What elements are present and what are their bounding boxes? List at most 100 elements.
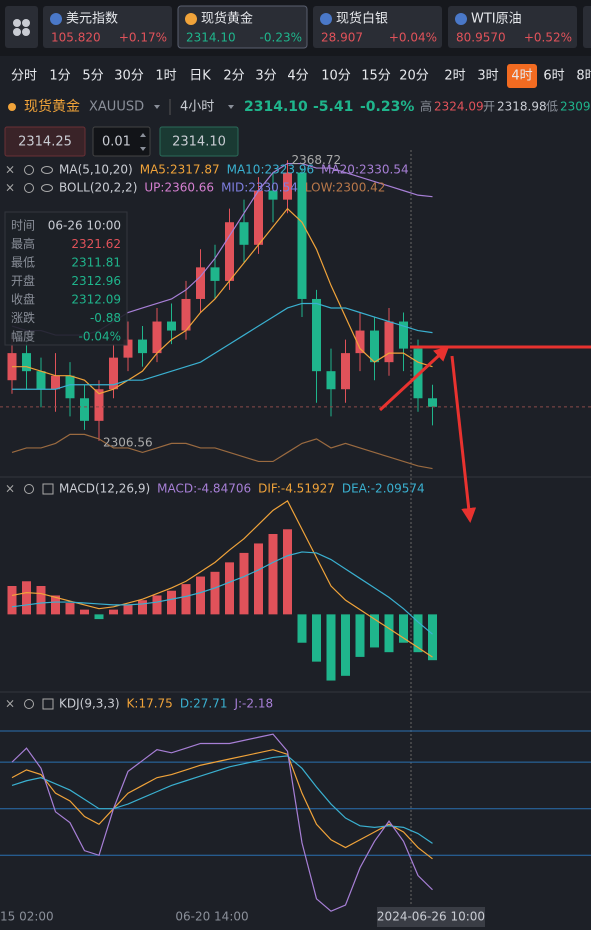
ticker-price: 105.820 (51, 31, 101, 45)
active-timeframe (507, 64, 537, 88)
indicator-line (11, 551, 433, 635)
ticker-name: 现货白银 (336, 11, 388, 27)
stepper[interactable] (140, 133, 146, 151)
dropdown-icon[interactable] (154, 105, 160, 109)
ticker-icon (50, 13, 62, 25)
macd-bar (297, 614, 307, 643)
expand-icon[interactable] (42, 483, 54, 495)
dropdown-icon[interactable] (228, 105, 234, 109)
candle-body (51, 375, 60, 390)
close-icon[interactable]: × (5, 697, 15, 711)
macd-bar (225, 562, 234, 615)
ticker-icon (455, 13, 467, 25)
settings-icon[interactable] (24, 484, 34, 494)
close-icon[interactable]: × (5, 482, 15, 496)
legend-item: D:27.71 (180, 697, 228, 711)
timeframe[interactable]: 日K (189, 69, 211, 84)
expand-icon[interactable] (42, 698, 54, 710)
candle-body (355, 330, 365, 354)
timeframe[interactable]: 2时 (444, 69, 465, 84)
legend-item: MA(5,10,20) (59, 163, 133, 177)
close-icon[interactable]: × (5, 163, 15, 177)
macd-bar (109, 609, 118, 615)
timeframe[interactable]: 6时 (543, 69, 564, 84)
candle-body (225, 222, 234, 281)
sell-button[interactable] (4, 126, 86, 157)
macd-bar (36, 586, 46, 615)
tooltip-label: 时间 (11, 219, 35, 233)
tooltip-label: 收盘 (11, 292, 35, 307)
timeframe[interactable]: 10分 (321, 69, 351, 84)
ticker-card[interactable] (448, 6, 577, 48)
candle-body (384, 321, 394, 363)
annotation-arrows (378, 345, 591, 523)
candle-body (283, 172, 292, 200)
candle-body (210, 267, 220, 281)
low-label: 低 (546, 100, 558, 114)
x-cursor-label-box (377, 907, 485, 927)
timeframe[interactable]: 2分 (223, 69, 244, 84)
ticker-card[interactable] (177, 5, 308, 49)
ticker-change: -0.23% (260, 31, 302, 45)
macd-bar (399, 614, 408, 643)
macd-bar (268, 534, 278, 615)
high-value: 2324.09 (434, 100, 484, 114)
visibility-icon[interactable] (41, 166, 53, 174)
timeframe[interactable]: 4时 (511, 69, 532, 84)
ticker-icon (185, 13, 197, 25)
low-value: 2309 (560, 100, 591, 114)
timeframe[interactable]: 5分 (82, 69, 103, 84)
candle-body (399, 321, 408, 349)
ticker-card[interactable] (313, 6, 442, 48)
quantity-input[interactable] (92, 126, 151, 157)
close-icon[interactable]: × (5, 181, 15, 195)
timeframe[interactable]: 30分 (114, 69, 144, 84)
timeframe[interactable]: 4分 (287, 69, 308, 84)
macd-bar (94, 614, 104, 620)
ticker-change: +0.52% (524, 31, 572, 45)
symbol[interactable]: 现货黄金 (24, 98, 80, 115)
timeframe[interactable]: 3时 (477, 69, 498, 84)
legend-item: BOLL(20,2,2) (59, 181, 137, 195)
macd-bar (123, 604, 133, 615)
settings-icon[interactable] (24, 165, 34, 175)
ticker-change: +0.17% (119, 31, 167, 45)
buy-button[interactable] (159, 126, 239, 157)
tooltip-label: 最低 (11, 256, 35, 270)
timeframe[interactable]: 20分 (399, 69, 429, 84)
candle-body (341, 353, 350, 390)
timeframe[interactable]: 分时 (11, 69, 37, 84)
menu-button[interactable] (5, 6, 38, 48)
indicator-line (11, 500, 433, 658)
ticker-card[interactable] (583, 6, 591, 48)
candle-body (312, 298, 321, 372)
timeframe[interactable]: 3分 (255, 69, 276, 84)
last-price: 2314.10 (244, 99, 308, 115)
tooltip (4, 211, 128, 346)
legend-item: KDJ(9,3,3) (59, 697, 120, 711)
settings-icon[interactable] (24, 183, 34, 193)
visibility-icon[interactable] (41, 184, 53, 192)
tooltip-value: 06-26 10:00 (48, 219, 121, 233)
period[interactable]: 4小时 (180, 100, 214, 115)
tooltip-label: 幅度 (11, 329, 35, 344)
candle-body (370, 330, 379, 363)
timeframe[interactable]: 1分 (49, 69, 70, 84)
candle-body (428, 398, 437, 407)
timeframe[interactable]: 15分 (361, 69, 391, 84)
indicator-line (11, 433, 433, 470)
timeframe[interactable]: 8时 (576, 69, 591, 84)
macd-bar (51, 595, 60, 615)
macd-bar (355, 614, 365, 657)
settings-icon[interactable] (24, 699, 34, 709)
ticker-card[interactable] (43, 6, 172, 48)
macd-bar (196, 576, 205, 615)
ticker-name: WTI原油 (471, 12, 522, 27)
candle-body (94, 389, 104, 421)
candle-body (167, 321, 176, 331)
ticker-name: 美元指数 (66, 12, 118, 27)
timeframe[interactable]: 1时 (155, 69, 176, 84)
macd-bar (239, 552, 249, 615)
macd-bar (7, 586, 17, 615)
